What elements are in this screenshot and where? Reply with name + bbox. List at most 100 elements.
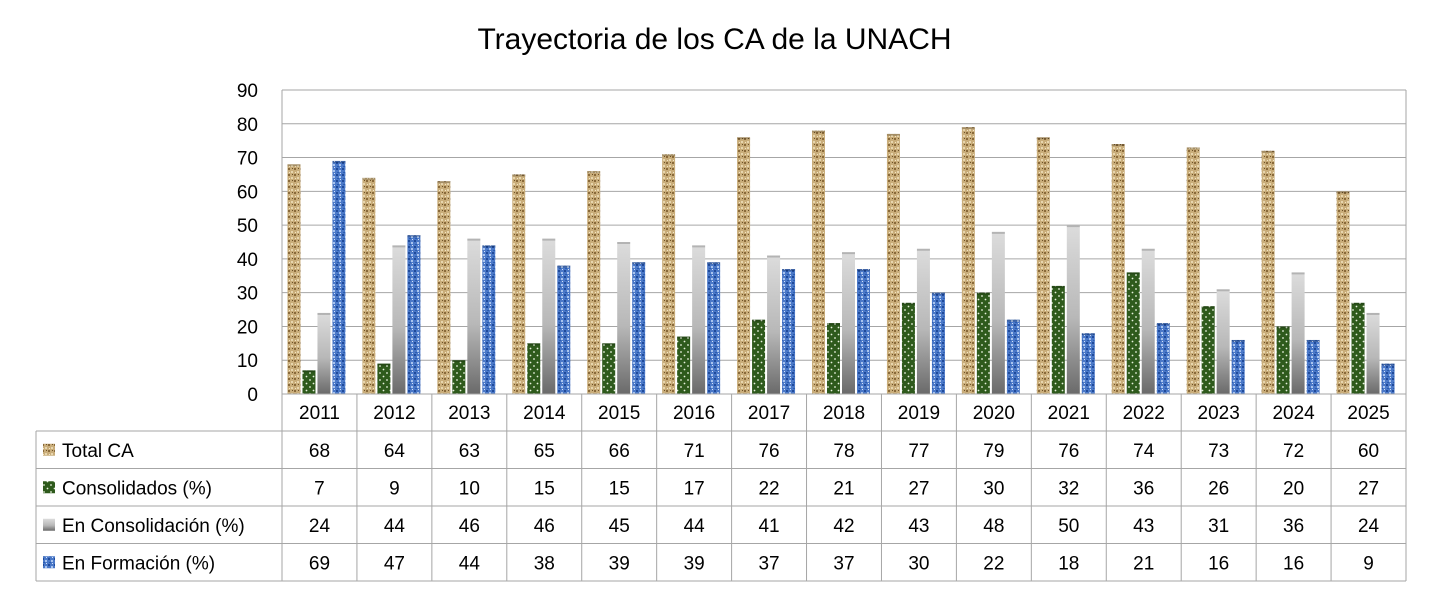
table-cell-total-ca: 76: [1058, 441, 1079, 462]
bar-cap: [1156, 323, 1170, 326]
bar-cap: [1186, 147, 1200, 150]
bar-en-consolidacion: [317, 312, 331, 394]
bar-en-consolidacion: [991, 231, 1005, 394]
bar-cap: [602, 343, 616, 346]
table-cell-consolidados: 36: [1133, 478, 1154, 499]
table-cell-total-ca: 60: [1358, 441, 1379, 462]
table-cell-consolidados: 22: [758, 478, 779, 499]
legend-label-total-ca: Total CA: [62, 441, 134, 462]
bar-consolidados: [677, 336, 691, 394]
bar-cap: [886, 133, 900, 136]
x-tick-label: 2015: [598, 403, 640, 424]
bar-consolidados: [377, 363, 391, 394]
bar-cap: [1201, 306, 1215, 309]
bar-cap: [1306, 339, 1320, 342]
bar-cap: [437, 181, 451, 184]
table-cell-en-consolidacion: 43: [1133, 516, 1154, 537]
x-tick-label: 2022: [1123, 403, 1165, 424]
legend-key-en-formacion: [43, 556, 55, 569]
bar-cap: [542, 238, 556, 241]
bar-cap: [557, 265, 571, 268]
bar-en-formacion: [332, 160, 346, 394]
bar-cap: [857, 269, 870, 272]
bar-total-ca: [437, 181, 451, 394]
y-tick-label: 0: [247, 385, 258, 406]
bar-cap: [1066, 225, 1080, 228]
table-cell-consolidados: 20: [1283, 478, 1304, 499]
bar-cap: [961, 127, 975, 130]
bar-total-ca: [1186, 147, 1200, 394]
table-cell-consolidados: 9: [389, 478, 400, 499]
x-tick-label: 2013: [448, 403, 490, 424]
x-tick-label: 2012: [373, 403, 415, 424]
x-tick-label: 2011: [299, 403, 340, 424]
table-cell-consolidados: 30: [983, 478, 1004, 499]
bar-en-formacion: [1081, 333, 1095, 394]
bar-consolidados: [1276, 326, 1290, 394]
bar-consolidados: [1126, 272, 1140, 394]
bar-en-formacion: [782, 269, 796, 394]
y-tick-label: 20: [237, 317, 258, 338]
bar-cap: [1351, 302, 1365, 305]
table-cell-en-formacion: 30: [908, 553, 929, 574]
table-cell-consolidados: 27: [1358, 478, 1379, 499]
bar-cap: [332, 160, 346, 163]
x-tick-label: 2025: [1347, 403, 1389, 424]
bar-consolidados: [527, 343, 541, 394]
table-cell-en-consolidacion: 36: [1283, 516, 1304, 537]
table-cell-en-formacion: 22: [983, 553, 1004, 574]
legend-key-consolidados: [43, 481, 55, 494]
bar-consolidados: [302, 370, 316, 394]
bar-cap: [916, 248, 930, 251]
table-cell-total-ca: 71: [684, 441, 705, 462]
bar-cap: [1276, 326, 1290, 329]
bar-consolidados: [1351, 302, 1365, 394]
bar-cap: [467, 238, 481, 241]
table-cell-en-consolidacion: 46: [459, 516, 480, 537]
table-cell-en-formacion: 39: [684, 553, 705, 574]
y-tick-label: 60: [237, 182, 258, 203]
x-tick-label: 2017: [748, 403, 790, 424]
table-cell-en-formacion: 69: [309, 553, 330, 574]
table-cell-consolidados: 17: [684, 478, 705, 499]
bar-consolidados: [602, 343, 616, 394]
y-tick-label: 70: [237, 149, 258, 170]
table-cell-en-consolidacion: 41: [758, 516, 779, 537]
bar-total-ca: [1261, 150, 1275, 394]
bar-cap: [991, 231, 1005, 234]
table-cell-en-consolidacion: 24: [309, 516, 331, 537]
bar-cap: [392, 245, 406, 248]
bar-total-ca: [1036, 137, 1050, 395]
bar-cap: [662, 154, 676, 157]
bar-cap: [737, 137, 751, 140]
table-cell-en-formacion: 16: [1208, 553, 1229, 574]
bar-en-consolidacion: [1291, 272, 1305, 394]
table-cell-en-consolidacion: 24: [1358, 516, 1380, 537]
x-tick-label: 2023: [1198, 403, 1240, 424]
bar-en-formacion: [1306, 339, 1320, 394]
table-cell-total-ca: 66: [609, 441, 630, 462]
bar-cap: [482, 245, 496, 248]
bar-en-formacion: [1156, 323, 1170, 394]
y-tick-label: 90: [237, 81, 258, 102]
table-cell-total-ca: 68: [309, 441, 330, 462]
bar-en-formacion: [1381, 363, 1395, 394]
table-cell-total-ca: 73: [1208, 441, 1229, 462]
bar-en-consolidacion: [1366, 312, 1380, 394]
y-tick-label: 10: [237, 351, 258, 372]
table-cell-total-ca: 72: [1283, 441, 1304, 462]
bar-cap: [1336, 191, 1350, 194]
table-cell-en-consolidacion: 48: [983, 516, 1004, 537]
x-tick-label: 2018: [823, 403, 865, 424]
bar-cap: [1261, 150, 1275, 153]
x-tick-label: 2021: [1048, 403, 1090, 424]
bar-cap: [1081, 333, 1095, 336]
table-cell-en-formacion: 47: [384, 553, 405, 574]
bar-cap: [362, 177, 376, 180]
table-cell-en-formacion: 39: [609, 553, 630, 574]
bar-en-formacion: [1231, 339, 1245, 394]
bar-cap: [287, 164, 301, 167]
table-cell-consolidados: 32: [1058, 478, 1079, 499]
table-cell-en-formacion: 18: [1058, 553, 1079, 574]
